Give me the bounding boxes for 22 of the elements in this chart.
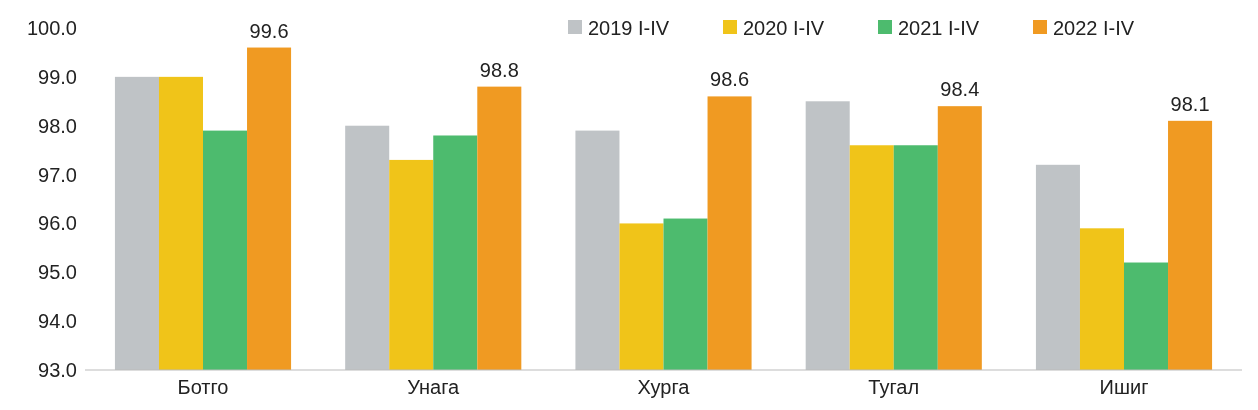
y-tick-label: 95.0 <box>38 261 77 284</box>
x-tick-label: Ишиг <box>1099 376 1149 398</box>
legend-label: 2020 I-IV <box>743 17 825 39</box>
y-tick-label: 98.0 <box>38 114 77 137</box>
y-tick-label: 94.0 <box>38 310 77 333</box>
data-label: 98.4 <box>940 78 980 101</box>
x-tick-label: Тугал <box>868 376 920 398</box>
legend-label: 2022 I-IV <box>1053 17 1135 39</box>
y-tick-label: 100.0 <box>26 17 77 39</box>
data-label: 98.1 <box>1170 92 1210 115</box>
data-label: 98.6 <box>710 68 750 91</box>
y-tick-label: 96.0 <box>38 212 77 235</box>
legend-label: 2019 I-IV <box>588 17 670 39</box>
data-label: 98.8 <box>479 58 519 81</box>
data-label: 99.6 <box>249 19 289 42</box>
x-tick-label: Унага <box>407 376 461 398</box>
legend-label: 2021 I-IV <box>898 17 980 39</box>
x-tick-label: Ботго <box>177 376 229 398</box>
x-tick-label: Хурга <box>637 376 691 398</box>
y-tick-label: 93.0 <box>38 359 77 381</box>
y-tick-label: 97.0 <box>38 163 77 186</box>
y-tick-label: 99.0 <box>38 65 77 88</box>
